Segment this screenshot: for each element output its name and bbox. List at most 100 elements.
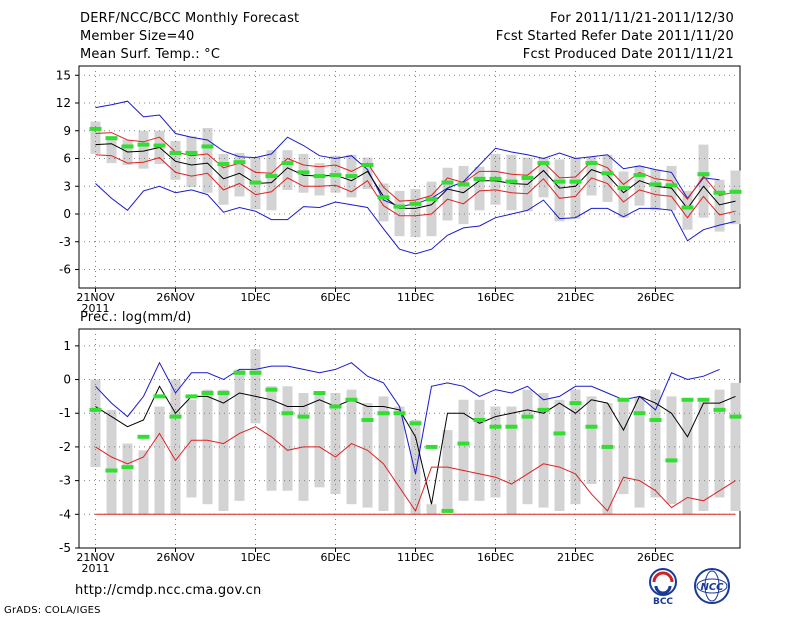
- precip-median-mark: [441, 508, 454, 513]
- forecast-period: For 2011/11/21-2011/12/30: [550, 11, 734, 26]
- precip-box: [266, 386, 277, 491]
- precip-y-tick-label: -2: [59, 440, 71, 454]
- precip-box: [234, 369, 245, 501]
- precip-box: [250, 349, 261, 424]
- precip-median-mark: [185, 394, 198, 399]
- precip-median-mark: [297, 414, 310, 419]
- precip-x-tick-label: 11DEC: [397, 551, 434, 564]
- temp-median-mark: [665, 183, 678, 188]
- temp-median-mark: [697, 172, 710, 177]
- temp-median-mark: [265, 174, 278, 179]
- temp-median-mark: [137, 142, 150, 147]
- precip-median-mark: [201, 391, 214, 396]
- precip-y-tick-label: 0: [63, 373, 71, 387]
- temp-median-mark: [281, 161, 294, 166]
- temp-median-mark: [505, 179, 518, 184]
- precip-median-mark: [425, 444, 438, 449]
- precip-box: [458, 399, 469, 501]
- temp-median-mark: [185, 150, 198, 155]
- precip-median-mark: [249, 370, 262, 375]
- precip-box: [282, 386, 293, 491]
- temp-series-spread-upper: [95, 132, 736, 202]
- temp-x-tick-label: 1DEC: [240, 291, 270, 304]
- precip-median-mark: [153, 394, 166, 399]
- temp-median-mark: [521, 175, 534, 180]
- temp-box: [90, 121, 101, 154]
- precip-box: [378, 396, 389, 511]
- temp-median-mark: [681, 205, 694, 210]
- source-url: http://cmdp.ncc.cma.gov.cn: [75, 583, 262, 598]
- precip-box: [618, 399, 629, 495]
- temp-y-tick-label: 3: [63, 179, 71, 193]
- temp-y-tick-label: 12: [56, 96, 71, 110]
- precip-box: [714, 389, 725, 498]
- temp-median-mark: [489, 176, 502, 181]
- precip-median-mark: [617, 397, 630, 402]
- temp-median-mark: [377, 195, 390, 200]
- temp-box: [602, 154, 613, 202]
- temp-median-mark: [569, 179, 582, 184]
- ncc-logo: NCC: [694, 568, 730, 604]
- temp-box: [282, 150, 293, 190]
- precip-box: [218, 389, 229, 511]
- precip-series-min: [95, 426, 736, 512]
- temp-median-mark: [217, 162, 230, 167]
- temp-box: [554, 159, 565, 222]
- temp-box: [458, 165, 469, 225]
- precip-box: [682, 399, 693, 515]
- temp-box: [314, 163, 325, 196]
- precip-box: [666, 396, 677, 505]
- temp-median-mark: [105, 136, 118, 141]
- precip-box: [490, 406, 501, 498]
- precip-x-tick-label: 21NOV: [76, 551, 115, 564]
- precip-box: [186, 399, 197, 498]
- temp-y-tick-label: -3: [59, 235, 71, 249]
- temp-median-mark: [89, 126, 102, 131]
- temp-box: [378, 183, 389, 222]
- temp-box: [442, 167, 453, 221]
- precip-box: [586, 396, 597, 484]
- temp-median-mark: [361, 162, 374, 167]
- precip-median-mark: [361, 417, 374, 422]
- precip-box: [554, 399, 565, 511]
- temp-median-mark: [729, 189, 742, 194]
- precip-box: [634, 396, 645, 508]
- temp-x-tick-label: 26NOV: [156, 291, 195, 304]
- precip-box: [138, 450, 149, 515]
- temp-median-mark: [153, 143, 166, 148]
- precip-median-mark: [265, 387, 278, 392]
- precip-series-mean: [95, 385, 736, 505]
- temp-x-tick-label: 26DEC: [637, 291, 674, 304]
- temp-median-mark: [457, 182, 470, 187]
- forecast-start-date: Fcst Started Refer Date 2011/11/20: [495, 29, 734, 44]
- temp-panel: -6 -3 0 3 6 9 12 15 21NOV 26NOV 1DEC 6DEC 11DEC 16DEC…: [56, 65, 742, 315]
- precip-median-mark: [585, 424, 598, 429]
- temp-x-tick-label: 21DEC: [557, 291, 594, 304]
- precip-median-mark: [217, 391, 230, 396]
- grads-credit: GrADS: COLA/IGES: [4, 605, 101, 616]
- precip-median-mark: [281, 411, 294, 416]
- precip-median-mark: [713, 407, 726, 412]
- precip-x-tick-label: 6DEC: [320, 551, 350, 564]
- precip-median-mark: [537, 407, 550, 412]
- precip-x-year-label: 2011: [82, 562, 110, 575]
- member-size-label: Member Size=40: [80, 29, 195, 44]
- precip-box: [650, 389, 661, 498]
- precip-box: [314, 393, 325, 488]
- precip-x-tick-label: 26DEC: [637, 551, 674, 564]
- precip-y-tick-label: -1: [59, 406, 71, 420]
- temp-y-tick-label: -6: [59, 263, 71, 277]
- precip-median-mark: [137, 434, 150, 439]
- precip-median-mark: [553, 431, 566, 436]
- precip-box: [730, 382, 741, 511]
- precip-box: [154, 406, 165, 515]
- precip-box: [362, 403, 373, 508]
- precip-median-mark: [473, 417, 486, 422]
- temp-y-tick-label: 0: [63, 207, 71, 221]
- precip-x-tick-label: 26NOV: [156, 551, 195, 564]
- precip-median-mark: [697, 397, 710, 402]
- temp-box: [730, 170, 741, 225]
- precip-median-mark: [489, 424, 502, 429]
- temp-box: [106, 137, 117, 164]
- precip-median-mark: [377, 411, 390, 416]
